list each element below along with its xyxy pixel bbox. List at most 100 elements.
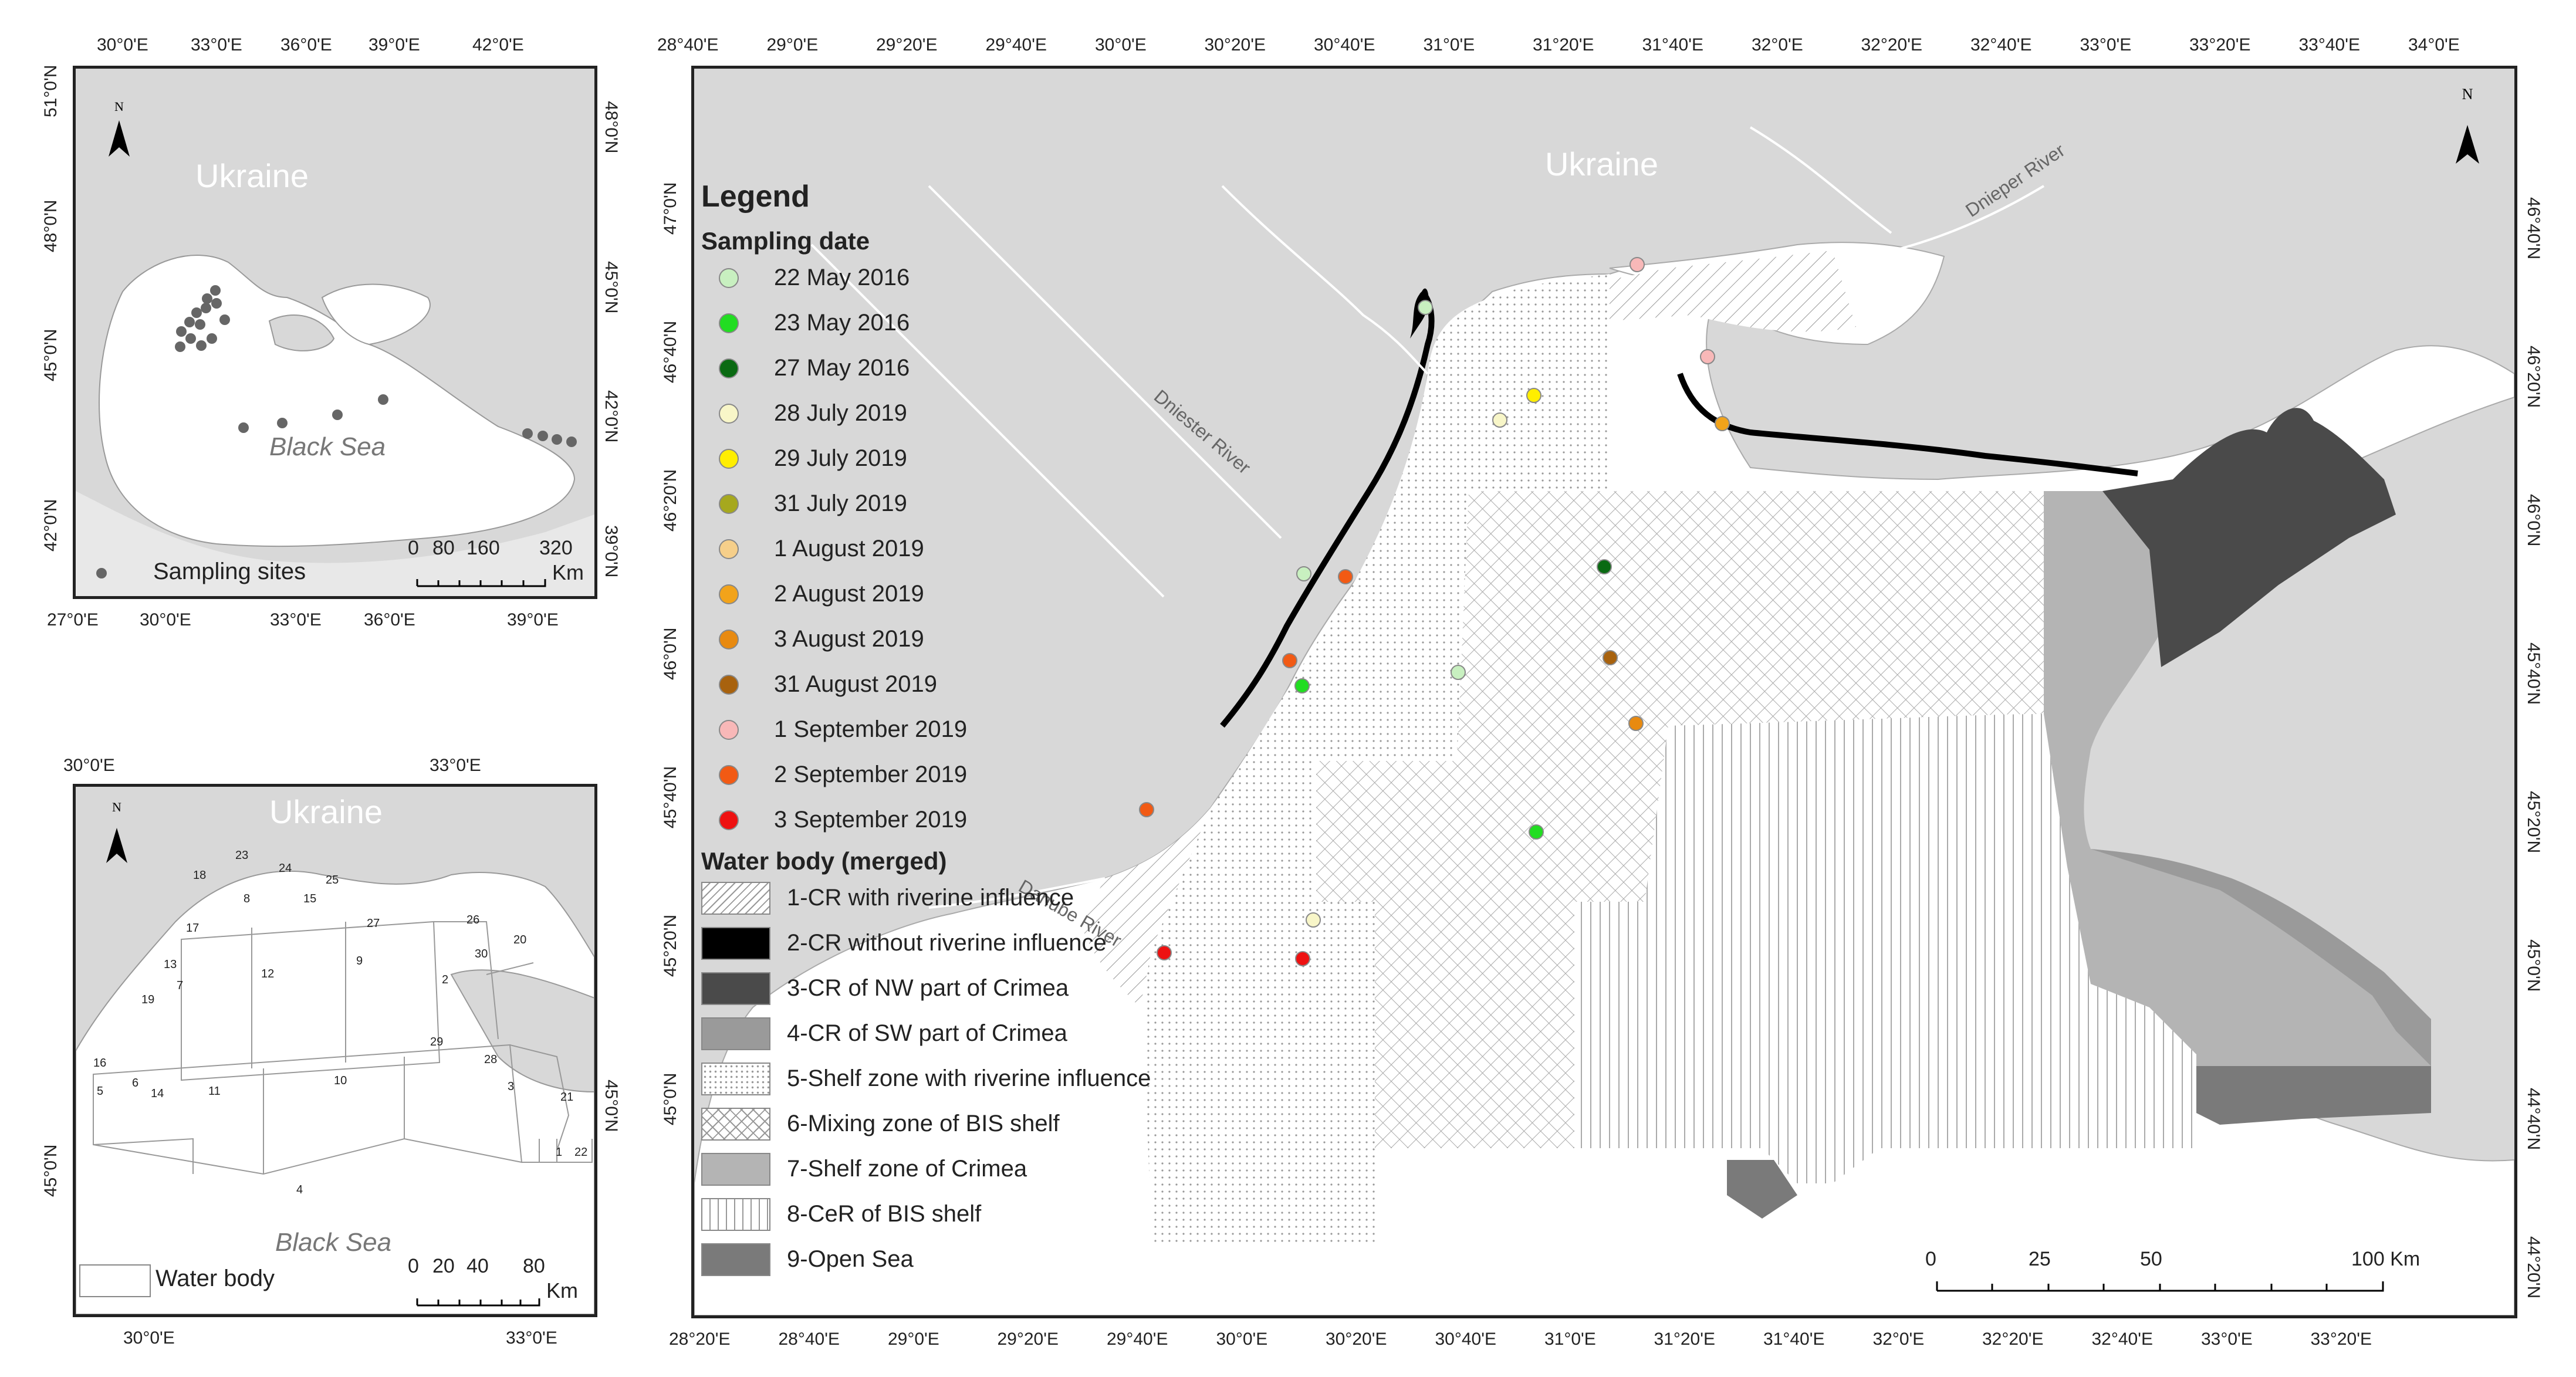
legend-date-swatch xyxy=(719,358,739,378)
map-tick-label: 30°0'E xyxy=(1216,1329,1268,1349)
map-tick-label: 32°40'E xyxy=(2091,1329,2153,1349)
zone-4-cr-sw-crimea xyxy=(2091,849,2431,1066)
svg-text:N: N xyxy=(112,800,121,814)
map-tick-label: 46°20'N xyxy=(661,469,680,532)
water-body-number: 22 xyxy=(574,1146,588,1159)
sampling-point xyxy=(1282,653,1297,668)
water-body-scale-unit: Km xyxy=(546,1278,578,1302)
overview-scale-bar xyxy=(416,579,546,587)
legend-date-label: 31 August 2019 xyxy=(774,671,938,697)
sampling-point xyxy=(1296,566,1311,581)
water-body-number: 28 xyxy=(484,1053,498,1066)
water-body-number: 4 xyxy=(296,1183,303,1196)
legend-waterbody-row: 5-Shelf zone with riverine influence xyxy=(701,1056,1151,1101)
water-body-number: 15 xyxy=(303,892,317,905)
map-legend: Legend Sampling date 22 May 2016 23 May 2… xyxy=(701,179,1151,1282)
map-tick-label: 31°40'E xyxy=(1763,1329,1825,1349)
legend-date-swatch xyxy=(719,268,739,288)
map-tick-label: 33°40'E xyxy=(2298,35,2360,55)
legend-date-row: 31 July 2019 xyxy=(701,481,1151,526)
legend-waterbody-label: 7-Shelf zone of Crimea xyxy=(787,1156,1027,1182)
map-tick-label: 44°20'N xyxy=(2524,1236,2543,1299)
main-rivers xyxy=(810,126,2045,909)
water-body-number: 9 xyxy=(356,955,363,967)
water-body-number: 21 xyxy=(560,1091,574,1104)
map-tick-label: 45°40'N xyxy=(661,766,680,828)
legend-date-swatch xyxy=(719,448,739,469)
legend-date-swatch xyxy=(719,764,739,785)
legend-date-label: 2 September 2019 xyxy=(774,762,968,787)
legend-date-swatch xyxy=(719,584,739,604)
map-tick-label: 31°40'E xyxy=(1642,35,1703,55)
legend-waterbody-row: 8-CeR of BIS shelf xyxy=(701,1192,1151,1237)
legend-date-row: 1 August 2019 xyxy=(701,526,1151,571)
legend-waterbody-swatch xyxy=(701,926,770,960)
map-tick-label: 47°0'N xyxy=(661,182,680,235)
legend-waterbody-swatch xyxy=(701,1243,770,1276)
legend-waterbody-swatch xyxy=(701,1017,770,1050)
legend-waterbody-row: 7-Shelf zone of Crimea xyxy=(701,1146,1151,1192)
sampling-point xyxy=(1603,650,1618,665)
legend-waterbody-row: 6-Mixing zone of BIS shelf xyxy=(701,1101,1151,1146)
map-tick-label: 46°20'N xyxy=(2524,346,2543,408)
water-body-map: Ukraine Black Sea N Water body 0 20 40 8… xyxy=(73,784,597,1317)
overview-sea-label: Black Sea xyxy=(269,432,386,461)
north-arrow-icon: N xyxy=(99,799,134,875)
legend-date-row: 29 July 2019 xyxy=(701,436,1151,481)
legend-waterbody-label: 4-CR of SW part of Crimea xyxy=(787,1020,1067,1046)
map-tick-label: 31°20'E xyxy=(1654,1329,1715,1349)
map-tick-label: 33°0'E xyxy=(2080,35,2132,55)
legend-date-label: 3 September 2019 xyxy=(774,807,968,833)
map-tick-label: 44°40'N xyxy=(2524,1088,2543,1151)
legend-date-row: 23 May 2016 xyxy=(701,300,1151,346)
legend-date-label: 23 May 2016 xyxy=(774,310,910,336)
map-tick-label: 28°20'E xyxy=(669,1329,731,1349)
legend-date-label: 1 August 2019 xyxy=(774,536,924,561)
sampling-point xyxy=(1526,388,1541,403)
main-map-nw-black-sea: N Ukraine Dniester River Dnieper River D… xyxy=(691,66,2517,1318)
north-arrow-icon xyxy=(109,120,130,157)
sampling-point xyxy=(1451,665,1466,680)
sampling-point xyxy=(1597,559,1612,574)
sampling-point xyxy=(1306,912,1321,928)
legend-date-swatch xyxy=(719,674,739,695)
map-tick-label: 31°0'E xyxy=(1423,35,1475,55)
legend-waterbody-label: 9-Open Sea xyxy=(787,1246,914,1272)
overview-sea xyxy=(99,255,576,547)
water-body-number: 23 xyxy=(235,849,249,862)
map-tick-label: 32°0'E xyxy=(1872,1329,1925,1349)
sampling-point xyxy=(1418,300,1433,315)
map-tick-label: 45°20'N xyxy=(661,914,680,977)
legend-date-label: 29 July 2019 xyxy=(774,445,907,471)
overview-map-canvas: N xyxy=(76,69,594,596)
legend-date-label: 2 August 2019 xyxy=(774,581,924,607)
map-tick-label: 29°40'E xyxy=(985,35,1047,55)
map-tick-label: 45°0'N xyxy=(2524,939,2543,992)
zone-7-shelf-crimea xyxy=(2044,491,2431,1066)
legend-waterbody-label: 5-Shelf zone with riverine influence xyxy=(787,1065,1151,1091)
map-tick-label: 33°0'E xyxy=(2201,1329,2253,1349)
legend-date-label: 31 July 2019 xyxy=(774,490,907,516)
legend-water-bodies: 1-CR with riverine influence 2-CR without… xyxy=(701,875,1151,1282)
water-body-number: 25 xyxy=(326,874,339,887)
overview-north-label: N xyxy=(114,99,124,114)
water-body-country-label: Ukraine xyxy=(269,793,383,830)
legend-waterbody-label: 8-CeR of BIS shelf xyxy=(787,1201,982,1227)
map-tick-label: 31°0'E xyxy=(1544,1329,1596,1349)
map-tick-label: 30°40'E xyxy=(1314,35,1375,55)
water-body-number: 16 xyxy=(93,1057,107,1070)
legend-waterbody-label: 1-CR with riverine influence xyxy=(787,885,1074,911)
sampling-point xyxy=(1492,412,1507,428)
legend-date-row: 27 May 2016 xyxy=(701,346,1151,391)
overview-scale-unit: Km xyxy=(552,560,584,584)
svg-text:N: N xyxy=(2462,86,2473,103)
main-map-canvas: N xyxy=(694,69,2514,1315)
water-body-number: 20 xyxy=(513,933,527,946)
water-body-number: 17 xyxy=(186,922,200,935)
water-body-number: 7 xyxy=(177,979,184,992)
legend-waterbody-row: 4-CR of SW part of Crimea xyxy=(701,1011,1151,1056)
zone-9-open-sea xyxy=(1727,1160,1797,1219)
water-body-number: 13 xyxy=(164,958,177,971)
map-tick-label: 46°0'N xyxy=(2524,494,2543,547)
legend-date-row: 2 August 2019 xyxy=(701,571,1151,617)
